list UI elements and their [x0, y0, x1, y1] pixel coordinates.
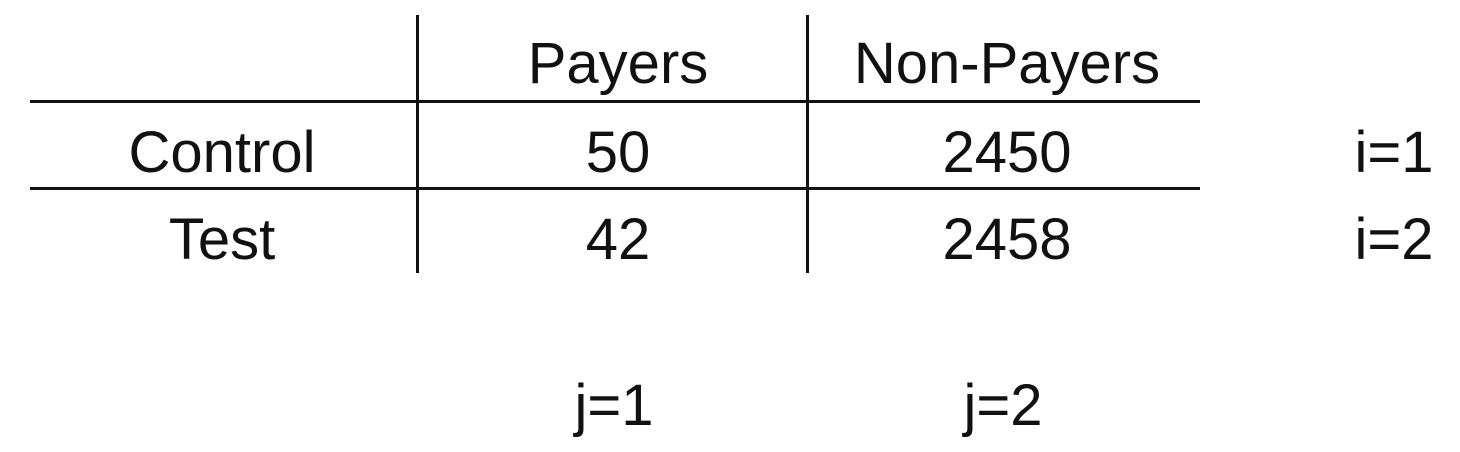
column-index-non-payers: j=2: [963, 373, 1043, 438]
column-header-payers: Payers: [527, 31, 709, 96]
table-vertical-divider-right: [806, 15, 809, 273]
row-index-test: i=2: [1354, 207, 1434, 272]
column-header-non-payers: Non-Payers: [853, 31, 1161, 96]
row-index-control: i=1: [1354, 120, 1434, 185]
cell-test-non-payers: 2458: [942, 207, 1072, 272]
table-vertical-divider-left: [416, 15, 419, 273]
cell-control-payers: 50: [585, 120, 651, 185]
cell-test-payers: 42: [585, 207, 651, 272]
table-row-rule: [30, 187, 1200, 190]
table-header-rule: [30, 100, 1200, 103]
row-label-test: Test: [168, 207, 276, 272]
row-label-control: Control: [128, 120, 316, 185]
cell-control-non-payers: 2450: [942, 120, 1072, 185]
column-index-payers: j=1: [574, 373, 654, 438]
